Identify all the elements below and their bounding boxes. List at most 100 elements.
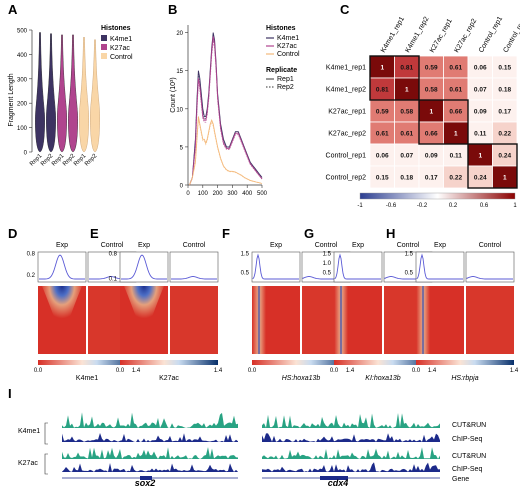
panel-label-g: G [304, 226, 314, 241]
b-ytick-label: 15 [176, 69, 183, 75]
c-cell-value: 0.07 [474, 87, 487, 94]
b-ytick-label: 0 [180, 184, 184, 190]
c-col-label: K4me1_rep2 [404, 16, 430, 54]
violin-control-rep2 [90, 39, 100, 153]
c-col-label: K4me1_rep1 [380, 16, 406, 54]
dh-profile-exp-box [415, 251, 465, 283]
line-k4me1-rep1 [189, 32, 263, 186]
dh-profile-exp-curve [252, 253, 299, 280]
track-label: ChIP-Seq [452, 466, 482, 473]
panel-label-c: C [340, 2, 350, 17]
dh-control-label: Control [101, 242, 124, 249]
track-cutrun-1 [62, 447, 238, 459]
c-col-label: K27ac_rep1 [429, 18, 454, 54]
dh-panel-name: KI:hoxa13b [365, 375, 401, 382]
legend-k4me1: K4me1 [110, 36, 132, 43]
panel-b-legend2-title: Replicate [266, 67, 297, 74]
c-cell-value: 0.18 [400, 175, 413, 182]
dh-profile-exp-box [251, 251, 301, 283]
panels-d-to-h: D Exp Control 0.2 0.8 0.0 1.4 K4me1 E Exp Control 0… [8, 226, 519, 382]
dh-exp-label: Exp [56, 242, 68, 249]
dh-colorbar-min: 0.0 [34, 368, 43, 374]
panel-h: H Exp Control 0.5 1.5 0.0 1.4 HS:rbpja [386, 226, 519, 382]
c-col-label: K27ac_rep2 [453, 18, 478, 54]
c-cell-value: 0.09 [474, 109, 487, 116]
c-cell-value: 0.66 [449, 109, 462, 116]
panel-a-ylabel: Fragment Length [8, 73, 15, 126]
dh-ytick: 1.5 [405, 251, 414, 257]
legend-control: Control [110, 54, 133, 61]
track-cutrun-2 [262, 413, 440, 428]
c-box-k27ac [418, 99, 469, 145]
a-ytick-label: 500 [17, 29, 28, 35]
b-ytick-label: 10 [176, 107, 183, 113]
dh-profile-exp-box [333, 251, 383, 283]
panel-label-b: B [168, 2, 177, 17]
bracket-k4me1 [44, 422, 48, 445]
dh-control-label: Control [397, 242, 420, 249]
dh-exp-label: Exp [352, 242, 364, 249]
dh-profile-control-box [169, 251, 219, 283]
b-ytick-label: 5 [180, 145, 184, 151]
dh-profile-exp-curve [416, 253, 463, 280]
dh-heatmap-control [170, 286, 218, 354]
dh-ytick: 0.2 [27, 273, 36, 279]
c-cell-value: 0.58 [425, 87, 438, 94]
track-label: CUT&RUN [452, 453, 486, 460]
c-cell-value: 0.06 [376, 153, 389, 160]
panel-d: D Exp Control 0.2 0.8 0.0 1.4 K4me1 [8, 226, 141, 382]
c-cell-value: 0.61 [449, 65, 462, 72]
track-cutrun-2 [262, 447, 440, 459]
track-chipseq-1 [62, 433, 238, 442]
dh-profile-exp-box [37, 251, 87, 283]
c-colorbar-tick: -0.6 [386, 203, 397, 209]
dh-colorbar-min: 0.0 [412, 368, 421, 374]
track-label: CUT&RUN [452, 422, 486, 429]
violin-k4me1-rep2 [46, 33, 56, 153]
b-legend-rep1: Rep1 [277, 76, 294, 83]
legend-swatch-k27ac [101, 44, 107, 50]
c-colorbar-tick: -1 [357, 203, 363, 209]
c-cell-value: 0.18 [498, 87, 511, 94]
panel-f: F Exp Control 0.5 1.5 0.0 1.4 HS:hoxa13b [222, 226, 355, 382]
b-xtick-label: 400 [242, 191, 253, 197]
dh-colorbar-max: 1.4 [510, 368, 519, 374]
dh-panel-name: K4me1 [76, 375, 98, 382]
dh-heatmap-exp-signal [334, 286, 348, 354]
legend-swatch-k4me1 [101, 35, 107, 41]
b-xtick-label: 200 [213, 191, 224, 197]
b-xtick-label: 100 [198, 191, 209, 197]
track-chipseq-2 [262, 433, 440, 442]
b-legend-k27ac: K27ac [277, 43, 297, 50]
dh-exp-label: Exp [434, 242, 446, 249]
c-row-label: Control_rep1 [326, 153, 367, 160]
dh-colorbar-max: 1.4 [214, 368, 223, 374]
dh-exp-label: Exp [138, 242, 150, 249]
a-ytick-label: 400 [17, 53, 28, 59]
gene-exon-sox2 [140, 476, 152, 480]
c-cell-value: 0.61 [400, 131, 413, 138]
c-cell-value: 1 [405, 87, 409, 94]
dh-profile-exp-box [119, 251, 169, 283]
c-cell-value: 0.61 [449, 87, 462, 94]
dh-ytick: 1.0 [323, 261, 332, 267]
c-row-label: K27ac_rep1 [328, 109, 366, 116]
line-k27ac-rep2 [189, 40, 263, 186]
a-xtick-label: Rep2 [84, 153, 99, 168]
legend-swatch-control [101, 53, 107, 59]
track-label: ChIP-Seq [452, 436, 482, 443]
b-legend-k4me1: K4me1 [277, 35, 299, 42]
c-cell-value: 0.17 [498, 109, 511, 116]
c-cell-value: 0.17 [425, 175, 438, 182]
c-row-label: K27ac_rep2 [328, 131, 366, 138]
panel-b-legend-title: Histones [266, 25, 296, 32]
c-cell-value: 0.22 [498, 131, 511, 138]
dh-heatmap-control [466, 286, 514, 354]
a-ytick-label: 200 [17, 102, 28, 108]
panel-label-d: D [8, 226, 17, 241]
c-cell-value: 0.11 [450, 153, 463, 160]
a-ytick-label: 0 [24, 151, 28, 157]
dh-heatmap-exp-signal [252, 286, 266, 354]
